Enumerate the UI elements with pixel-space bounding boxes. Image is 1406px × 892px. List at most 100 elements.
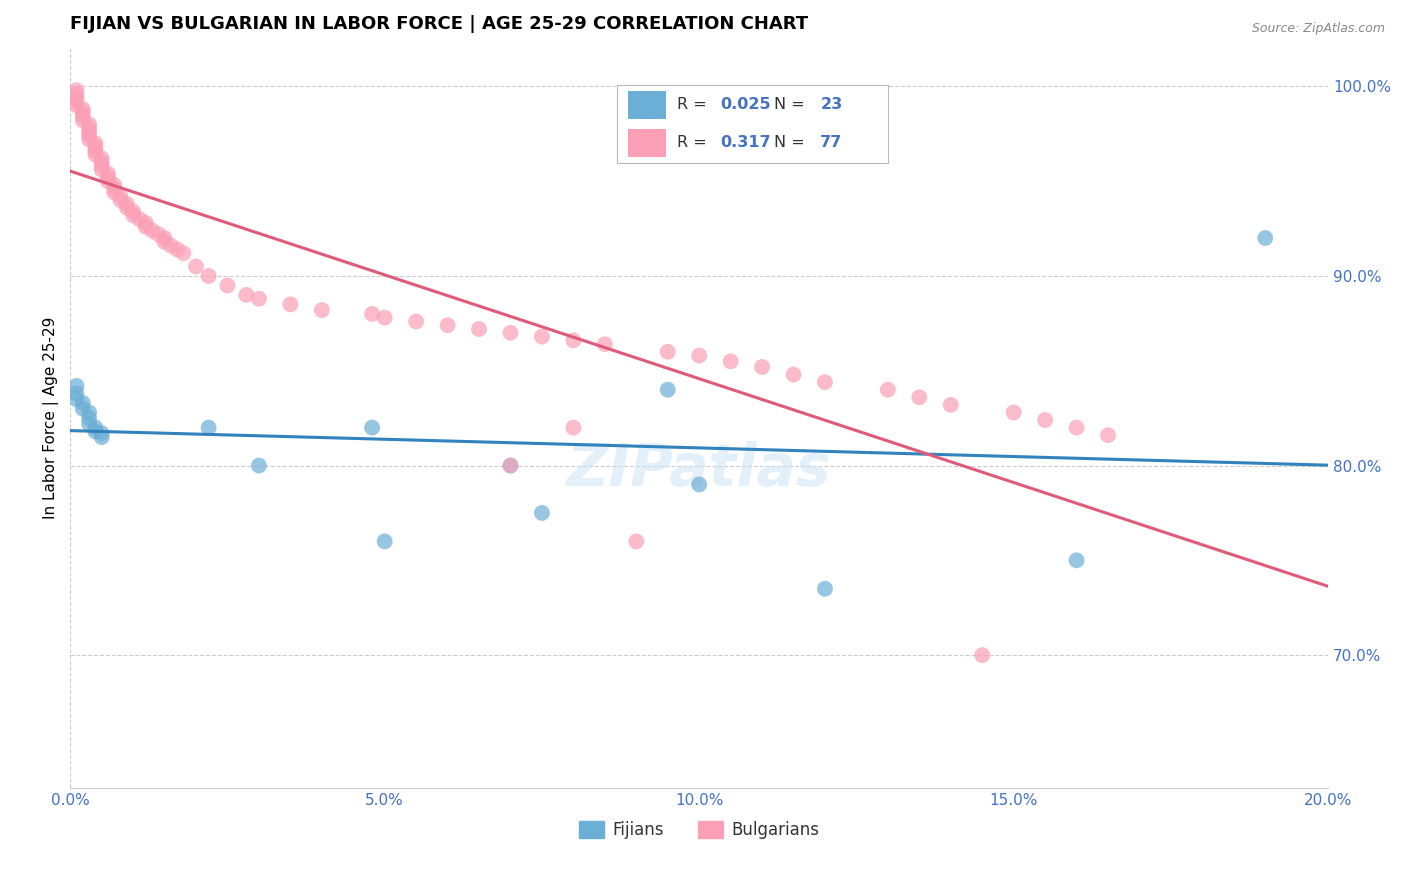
Point	[90, 152, 112, 166]
Point	[751, 359, 773, 374]
Point	[1066, 553, 1088, 567]
Point	[65, 83, 87, 97]
Point	[217, 278, 239, 293]
Point	[939, 398, 962, 412]
Point	[77, 132, 100, 146]
Point	[65, 91, 87, 105]
Point	[876, 383, 898, 397]
Point	[1033, 413, 1056, 427]
Y-axis label: In Labor Force | Age 25-29: In Labor Force | Age 25-29	[44, 317, 59, 519]
Point	[562, 334, 585, 348]
Point	[65, 95, 87, 109]
Point	[90, 426, 112, 441]
Point	[90, 430, 112, 444]
Point	[499, 458, 522, 473]
Point	[1097, 428, 1119, 442]
Point	[405, 314, 427, 328]
Point	[72, 110, 94, 124]
Point	[361, 307, 384, 321]
Point	[1002, 405, 1025, 419]
Point	[77, 411, 100, 425]
Point	[814, 375, 837, 389]
Point	[1254, 231, 1277, 245]
Point	[110, 193, 132, 207]
Point	[562, 420, 585, 434]
Point	[148, 227, 170, 242]
Point	[72, 102, 94, 116]
Point	[103, 178, 125, 192]
Point	[530, 506, 553, 520]
Point	[593, 337, 616, 351]
Point	[65, 98, 87, 112]
Point	[235, 288, 257, 302]
Point	[153, 231, 176, 245]
Point	[720, 354, 742, 368]
Point	[84, 144, 107, 158]
Point	[97, 170, 120, 185]
Point	[84, 140, 107, 154]
Point	[65, 386, 87, 401]
Point	[122, 204, 145, 219]
Point	[499, 326, 522, 340]
Point	[197, 420, 219, 434]
Point	[814, 582, 837, 596]
Point	[65, 379, 87, 393]
Point	[972, 648, 994, 662]
Point	[77, 125, 100, 139]
Text: ZIPatlas: ZIPatlas	[567, 442, 831, 499]
Point	[160, 238, 183, 252]
Point	[626, 534, 648, 549]
Point	[77, 417, 100, 431]
Point	[65, 87, 87, 101]
Point	[374, 310, 396, 325]
Point	[280, 297, 302, 311]
Point	[72, 396, 94, 410]
Point	[72, 106, 94, 120]
Point	[153, 235, 176, 249]
Point	[128, 212, 150, 227]
Point	[374, 534, 396, 549]
Point	[166, 243, 188, 257]
Legend: Fijians, Bulgarians: Fijians, Bulgarians	[572, 814, 825, 846]
Point	[172, 246, 194, 260]
Point	[84, 147, 107, 161]
Point	[72, 401, 94, 416]
Point	[688, 349, 710, 363]
Point	[90, 159, 112, 173]
Point	[72, 113, 94, 128]
Point	[135, 216, 157, 230]
Point	[908, 390, 931, 404]
Point	[135, 219, 157, 234]
Point	[499, 458, 522, 473]
Point	[115, 197, 138, 211]
Point	[90, 162, 112, 177]
Point	[77, 128, 100, 143]
Point	[84, 420, 107, 434]
Point	[436, 318, 458, 333]
Point	[77, 405, 100, 419]
Point	[247, 458, 270, 473]
Point	[115, 201, 138, 215]
Point	[84, 136, 107, 151]
Point	[361, 420, 384, 434]
Point	[530, 329, 553, 343]
Point	[65, 392, 87, 407]
Point	[84, 425, 107, 439]
Point	[77, 121, 100, 136]
Point	[247, 292, 270, 306]
Point	[782, 368, 804, 382]
Point	[90, 155, 112, 169]
Point	[97, 167, 120, 181]
Point	[197, 268, 219, 283]
Point	[77, 117, 100, 131]
Point	[141, 223, 163, 237]
Point	[657, 383, 679, 397]
Text: FIJIAN VS BULGARIAN IN LABOR FORCE | AGE 25-29 CORRELATION CHART: FIJIAN VS BULGARIAN IN LABOR FORCE | AGE…	[70, 15, 808, 33]
Point	[657, 344, 679, 359]
Point	[1066, 420, 1088, 434]
Point	[103, 182, 125, 196]
Point	[103, 186, 125, 200]
Text: Source: ZipAtlas.com: Source: ZipAtlas.com	[1251, 22, 1385, 36]
Point	[184, 260, 207, 274]
Point	[311, 303, 333, 318]
